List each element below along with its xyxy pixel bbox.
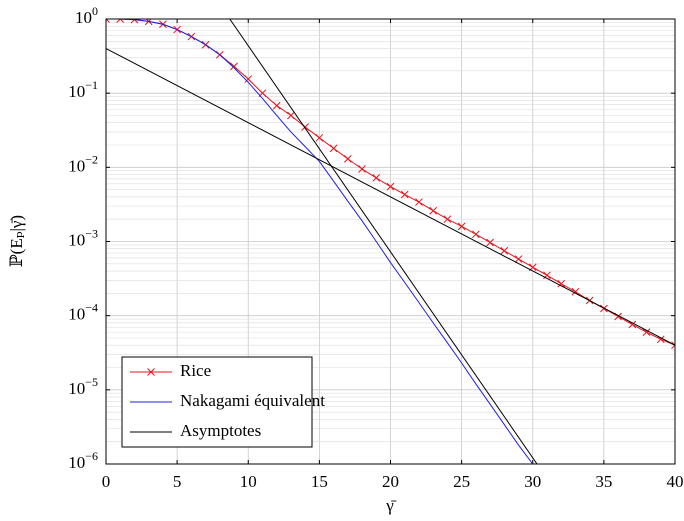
x-tick-label: 30 xyxy=(524,472,541,491)
y-tick-base: 10 xyxy=(68,379,85,398)
marker xyxy=(106,19,110,23)
y-tick-label: 10−1 xyxy=(68,78,98,101)
y-tick-label: 100 xyxy=(75,4,98,27)
marker xyxy=(500,246,509,255)
y-tick-exponent: −1 xyxy=(85,78,98,92)
x-tick-label: 20 xyxy=(382,472,399,491)
marker xyxy=(315,133,324,142)
line xyxy=(229,19,538,464)
y-tick-base: 10 xyxy=(75,8,92,27)
y-tick-label: 10−5 xyxy=(68,375,98,398)
marker xyxy=(486,238,494,247)
x-tick-label: 5 xyxy=(173,472,182,491)
line xyxy=(106,48,675,346)
marker xyxy=(443,215,452,224)
y-tick-exponent: −4 xyxy=(85,300,98,314)
y-tick-base: 10 xyxy=(68,453,85,472)
marker xyxy=(386,182,395,191)
y-axis-label: ℙ(Eₚ|γ̄) xyxy=(7,215,26,267)
y-tick-label: 10−4 xyxy=(68,300,98,323)
marker xyxy=(358,165,366,173)
y-tick-label: 10−6 xyxy=(68,449,98,472)
marker xyxy=(429,206,438,215)
marker xyxy=(471,230,480,239)
y-tick-base: 10 xyxy=(68,82,85,101)
x-tick-label: 40 xyxy=(667,472,684,491)
plot xyxy=(106,19,675,464)
x-axis-label: γ̄ xyxy=(385,496,397,515)
y-tick-exponent: −6 xyxy=(85,449,98,463)
marker xyxy=(457,222,466,231)
line xyxy=(106,19,534,464)
legend-marker xyxy=(147,368,155,376)
marker xyxy=(400,190,409,199)
y-tick-exponent: 0 xyxy=(92,4,98,18)
y-tick-base: 10 xyxy=(68,230,85,249)
legend-label: Rice xyxy=(180,361,211,380)
plot-frame xyxy=(105,18,676,465)
marker xyxy=(642,328,651,336)
x-tick-label: 35 xyxy=(595,472,612,491)
x-tick-label: 25 xyxy=(453,472,470,491)
y-tick-exponent: −5 xyxy=(85,375,98,389)
x-tick-label: 10 xyxy=(240,472,257,491)
legend-label: Nakagami équivalent xyxy=(180,391,325,410)
marker xyxy=(244,75,253,83)
legend: Rice Nakagami équivalent Asymptotes xyxy=(121,356,325,448)
y-tick-label: 10−3 xyxy=(68,226,98,249)
y-tick-label: 10−2 xyxy=(68,152,98,175)
y-tick-exponent: −2 xyxy=(85,152,98,166)
marker xyxy=(372,174,381,182)
marker xyxy=(329,144,338,153)
y-tick-exponent: −3 xyxy=(85,226,98,240)
y-tick-base: 10 xyxy=(68,156,85,175)
marker xyxy=(514,255,523,263)
marker xyxy=(671,341,675,350)
marker xyxy=(557,279,566,288)
marker xyxy=(287,111,295,120)
y-tick-base: 10 xyxy=(68,305,85,324)
marker xyxy=(415,198,423,206)
x-tick-label: 0 xyxy=(102,472,111,491)
marker xyxy=(272,101,281,110)
marker xyxy=(230,62,238,71)
legend-label: Asymptotes xyxy=(180,421,261,440)
marker xyxy=(116,19,125,23)
marker xyxy=(543,271,551,280)
marker xyxy=(343,155,352,163)
x-tick-label: 15 xyxy=(311,472,328,491)
